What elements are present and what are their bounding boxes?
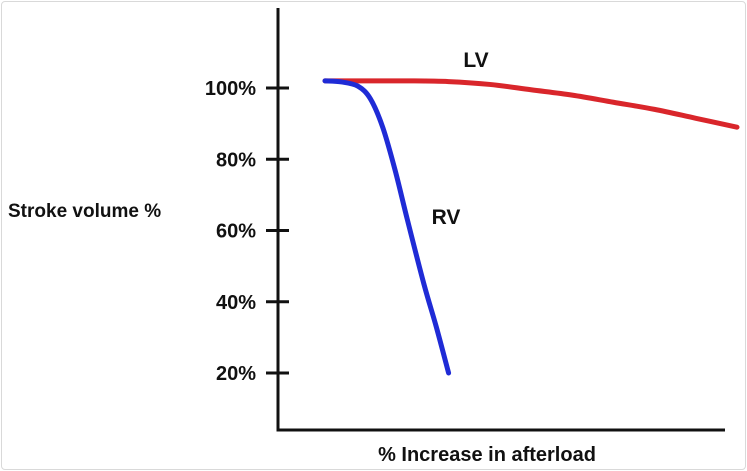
y-tick-label: 60% [216, 221, 256, 243]
series-layer: LV RV [322, 49, 740, 376]
series-line-rv [322, 78, 452, 376]
axes [276, 8, 725, 432]
y-axis-label: Stroke volume % [8, 201, 161, 222]
x-axis-label: % Increase in afterload [378, 444, 596, 466]
y-tick-label: 40% [216, 292, 256, 314]
series-label-lv: LV [463, 49, 488, 72]
series-line-lv [322, 78, 740, 130]
y-tick-label: 100% [205, 78, 256, 100]
series-label-rv: RV [432, 206, 461, 229]
y-tick-label: 80% [216, 149, 256, 171]
y-tick-label: 20% [216, 363, 256, 385]
y-ticks: 100% 80% 60% 40% 20% [205, 78, 289, 385]
